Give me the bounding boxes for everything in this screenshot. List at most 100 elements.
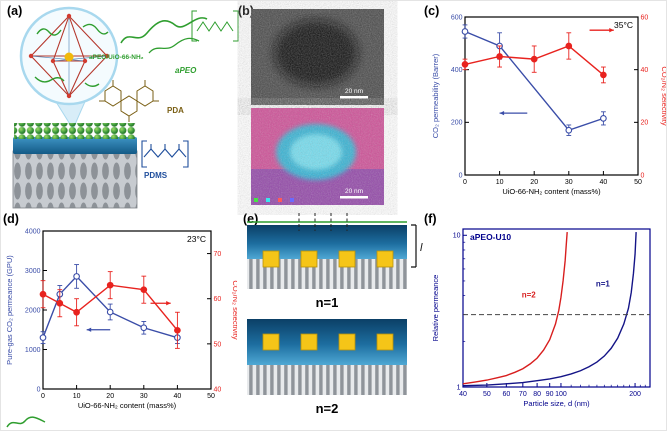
svg-text:0: 0 — [41, 393, 45, 400]
svg-text:60: 60 — [214, 296, 222, 303]
eds-scalebar-label: 20 nm — [345, 188, 363, 195]
chart-f-svg: 40 50 60 70 80 90 100 200 1 10 Particle size, d (n… — [431, 228, 651, 408]
svg-text:50: 50 — [214, 341, 222, 348]
metal-cluster-node — [64, 52, 74, 62]
eds-map: 20 nm — [251, 108, 384, 205]
svg-text:CO₂/N₂ selectivity: CO₂/N₂ selectivity — [231, 280, 237, 339]
svg-text:n=1: n=1 — [596, 279, 611, 288]
tem-scalebar — [340, 96, 368, 99]
svg-text:40: 40 — [174, 393, 182, 400]
svg-text:60: 60 — [641, 14, 649, 21]
panel-label-f: (f) — [424, 212, 437, 226]
svg-text:80: 80 — [533, 391, 541, 398]
svg-text:10: 10 — [453, 233, 461, 240]
membrane-n1-diagram: l n=1 — [247, 213, 423, 310]
svg-text:0: 0 — [459, 172, 463, 179]
svg-text:200: 200 — [451, 120, 463, 127]
panel-label-b: (b) — [238, 4, 254, 18]
thickness-label: l — [420, 242, 423, 254]
mof-particles-n2 — [262, 333, 394, 351]
svg-text:UiO-66-NH₂ content (mass%): UiO-66-NH₂ content (mass%) — [502, 187, 601, 196]
chart-c-permeability-vs-content: 0 10 20 30 40 50 0 200 400 600 0 20 40 60 UiO-66-NH₂ c… — [429, 3, 666, 211]
svg-text:30: 30 — [140, 393, 148, 400]
panel-label-a: (a) — [7, 4, 23, 18]
panel-e-schematic: l n=1 n=2 — [247, 213, 423, 416]
svg-text:Relative permeance: Relative permeance — [431, 275, 440, 342]
n1-label: n=1 — [316, 295, 339, 310]
selective-layer-particles — [14, 123, 136, 139]
svg-text:30: 30 — [565, 179, 573, 186]
svg-text:40: 40 — [214, 386, 222, 393]
svg-text:Particle size, d (nm): Particle size, d (nm) — [523, 399, 590, 408]
chart-d-permeance-vs-content: 0 10 20 30 40 50 0 1000 2000 3000 4000 40 50 60 70 UiO-… — [3, 217, 240, 429]
svg-text:60: 60 — [502, 391, 510, 398]
svg-text:0: 0 — [641, 172, 645, 179]
n2-label: n=2 — [316, 401, 339, 416]
thickness-bracket — [411, 224, 417, 268]
svg-text:40: 40 — [600, 179, 608, 186]
svg-text:50: 50 — [483, 391, 491, 398]
apeo-polymer-squiggle — [120, 10, 239, 54]
svg-text:n=2: n=2 — [522, 290, 537, 299]
svg-text:Pure-gas CO₂ permeance (GPU): Pure-gas CO₂ permeance (GPU) — [5, 255, 14, 365]
svg-text:20: 20 — [106, 393, 114, 400]
svg-text:40: 40 — [641, 67, 649, 74]
eds-legend — [254, 198, 294, 202]
panel-b-images: 20 nm 20 nm — [251, 9, 384, 205]
chart-d-svg: 0 10 20 30 40 500100020003000400040506070UiO-… — [5, 228, 240, 410]
svg-text:2000: 2000 — [25, 307, 41, 314]
svg-text:200: 200 — [629, 391, 641, 398]
svg-text:1: 1 — [457, 384, 461, 391]
svg-text:70: 70 — [214, 251, 222, 258]
apeo-label: aPEO — [175, 66, 197, 75]
svg-text:90: 90 — [546, 391, 554, 398]
svg-text:70: 70 — [519, 391, 527, 398]
mof-cage — [28, 13, 110, 99]
svg-text:aPEO-U10: aPEO-U10 — [470, 232, 511, 242]
svg-text:35°C: 35°C — [614, 20, 633, 30]
svg-text:CO₂ permeability (Barrer): CO₂ permeability (Barrer) — [431, 53, 440, 138]
panel-a-schematic — [12, 6, 239, 209]
tem-image: 20 nm — [251, 9, 384, 105]
svg-text:400: 400 — [451, 67, 463, 74]
gas-path-dashed-lines — [298, 213, 348, 231]
mof-particles-n1 — [262, 250, 394, 268]
svg-text:50: 50 — [207, 393, 215, 400]
pdms-structure — [141, 140, 189, 168]
membrane-schematic — [12, 123, 138, 209]
svg-text:20: 20 — [530, 179, 538, 186]
membrane-n2-diagram: n=2 — [247, 319, 407, 416]
panel-label-c: (c) — [424, 4, 440, 18]
svg-text:0: 0 — [37, 386, 41, 393]
svg-text:40: 40 — [459, 391, 467, 398]
svg-text:50: 50 — [634, 179, 642, 186]
cage-vertex-nodes — [28, 13, 110, 99]
svg-text:23°C: 23°C — [187, 234, 206, 244]
support-n2 — [247, 365, 407, 395]
mof-composite-label: aPEO/UiO-66-NH₂ — [89, 54, 144, 61]
svg-text:UiO-66-NH₂ content (mass%): UiO-66-NH₂ content (mass%) — [78, 401, 177, 410]
cropped-next-panel-squiggle — [6, 416, 46, 428]
pdms-label: PDMS — [144, 171, 168, 180]
pda-label: PDA — [167, 106, 184, 115]
svg-text:100: 100 — [555, 391, 567, 398]
svg-text:600: 600 — [451, 14, 463, 21]
svg-text:10: 10 — [496, 179, 504, 186]
eds-scalebar — [340, 196, 368, 199]
svg-text:0: 0 — [463, 179, 467, 186]
pda-structure — [99, 80, 159, 122]
porous-support — [12, 150, 138, 209]
svg-text:10: 10 — [73, 393, 81, 400]
tem-scalebar-label: 20 nm — [345, 88, 363, 95]
panel-label-d: (d) — [3, 212, 19, 226]
polymer-chains-in-cage — [34, 23, 109, 87]
gutter-layer — [13, 137, 137, 154]
svg-text:20: 20 — [641, 120, 649, 127]
svg-text:4000: 4000 — [25, 228, 41, 235]
chart-f-relative-permeance: 40 50 60 70 80 90 100 200 1 10 Particle size, d (n… — [429, 217, 666, 427]
svg-text:1000: 1000 — [25, 347, 41, 354]
svg-text:CO₂/N₂ selectivity: CO₂/N₂ selectivity — [660, 66, 666, 125]
svg-text:3000: 3000 — [25, 268, 41, 275]
